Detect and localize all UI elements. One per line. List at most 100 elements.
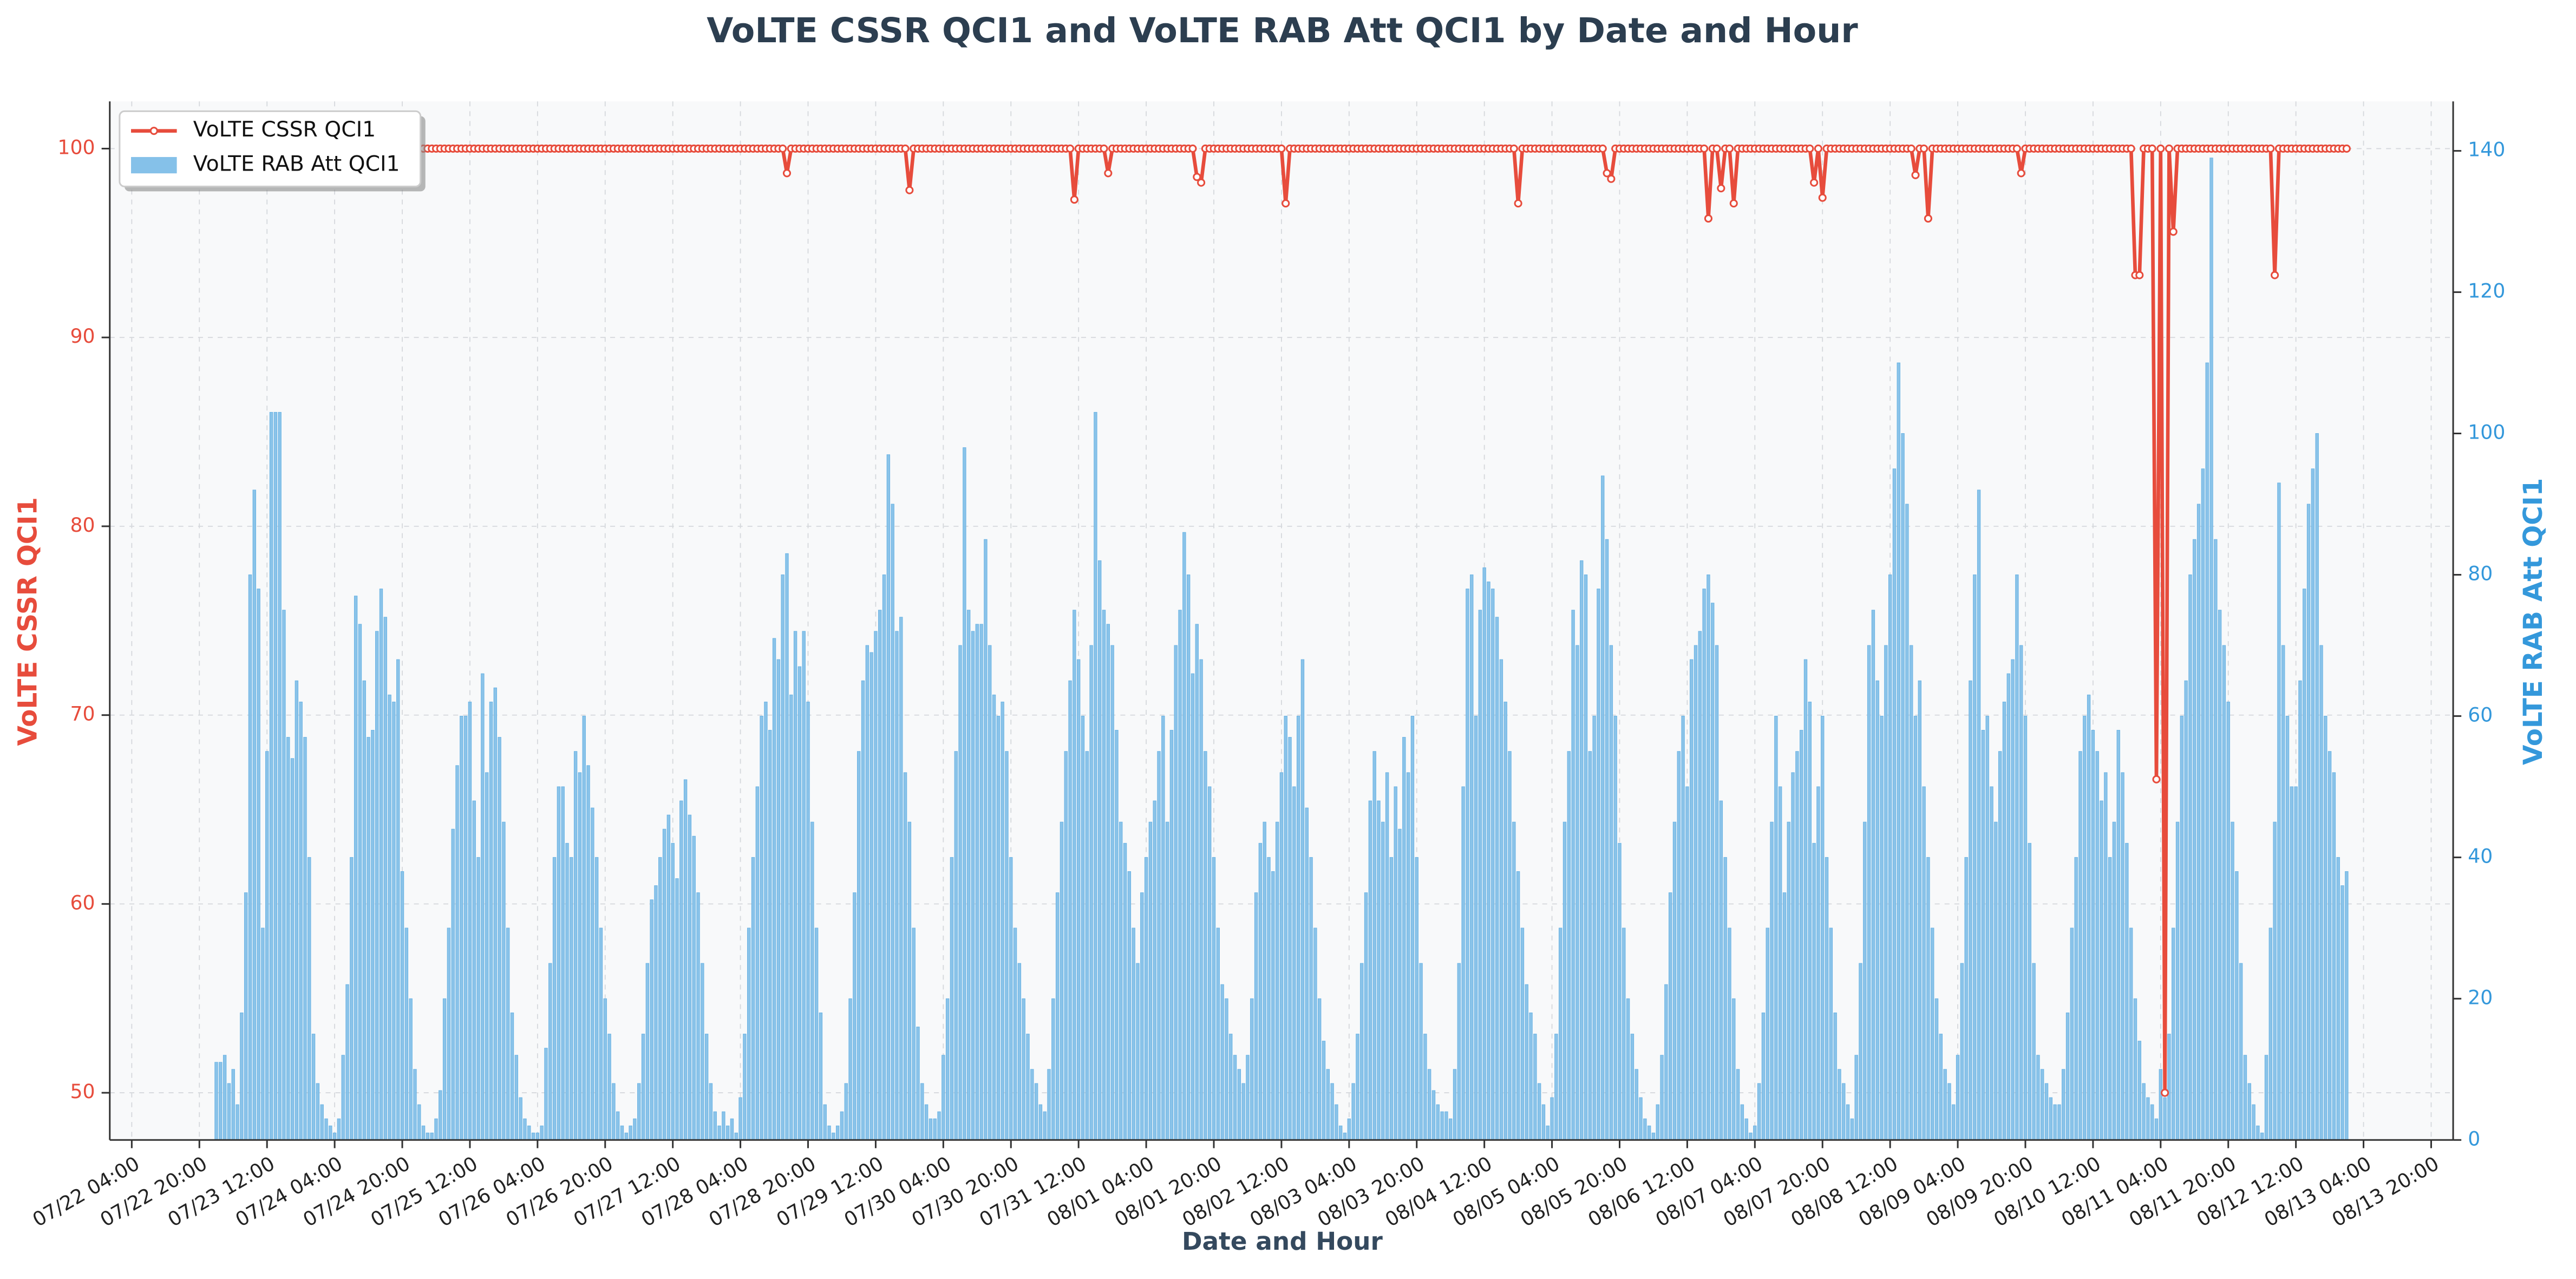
bar xyxy=(1136,963,1140,1140)
bar xyxy=(1449,1118,1453,1140)
bar xyxy=(899,617,903,1140)
bar xyxy=(709,1083,713,1140)
bar xyxy=(1275,821,1279,1140)
y2-tick-label: 40 xyxy=(2468,844,2493,867)
bar xyxy=(231,1069,235,1140)
bar xyxy=(2327,751,2332,1140)
bar xyxy=(2256,1125,2260,1140)
bar xyxy=(527,1125,531,1140)
bar xyxy=(916,1027,920,1140)
bar xyxy=(1271,871,1275,1140)
bar xyxy=(1009,857,1013,1140)
bar xyxy=(367,737,370,1140)
bar xyxy=(848,998,852,1140)
bar xyxy=(1060,821,1064,1140)
legend-marker xyxy=(149,127,158,135)
bar xyxy=(1220,984,1224,1140)
bar xyxy=(1360,963,1364,1140)
bar xyxy=(1630,1034,1634,1140)
bar xyxy=(1922,786,1926,1140)
bar xyxy=(730,1118,734,1140)
bar xyxy=(1140,892,1144,1140)
bar xyxy=(1956,1055,1960,1140)
bar xyxy=(1749,1132,1753,1140)
bar xyxy=(1634,1069,1638,1140)
bar xyxy=(2028,843,2031,1140)
bar xyxy=(451,828,455,1140)
bar xyxy=(861,680,865,1140)
bar xyxy=(362,680,366,1140)
bar xyxy=(434,1118,438,1140)
bar xyxy=(1934,998,1939,1140)
bar xyxy=(1516,871,1520,1140)
bar xyxy=(2172,928,2175,1140)
line-marker xyxy=(1509,144,1518,153)
bar xyxy=(324,1118,328,1140)
line-marker xyxy=(2017,169,2025,178)
bar xyxy=(1013,928,1017,1140)
y-tick-label: 60 xyxy=(70,891,95,914)
bar xyxy=(2201,468,2205,1140)
bar xyxy=(350,857,354,1140)
bar xyxy=(1740,1104,1744,1140)
bar xyxy=(1001,701,1004,1140)
y2-tick-label: 100 xyxy=(2468,421,2505,444)
bar xyxy=(1537,1083,1541,1140)
bar xyxy=(1115,730,1119,1140)
bar xyxy=(468,701,472,1140)
bar xyxy=(666,814,671,1140)
bar xyxy=(869,652,873,1140)
bar xyxy=(1402,737,1406,1140)
bar xyxy=(1470,575,1474,1140)
bar xyxy=(607,1034,611,1140)
bar xyxy=(979,624,983,1140)
bar xyxy=(1715,645,1719,1140)
bar xyxy=(1609,645,1613,1140)
bar xyxy=(1778,786,1782,1140)
bar xyxy=(2336,857,2340,1140)
bar xyxy=(388,694,391,1140)
bar xyxy=(1110,645,1114,1140)
bar xyxy=(1985,715,1989,1140)
bar xyxy=(519,1097,522,1140)
bar xyxy=(1643,1118,1647,1140)
bar xyxy=(1292,786,1296,1140)
bar xyxy=(1195,624,1199,1140)
bar xyxy=(975,624,979,1140)
bar xyxy=(2108,857,2112,1140)
bar xyxy=(2311,468,2315,1140)
bar xyxy=(882,575,886,1140)
bar xyxy=(2146,1097,2150,1140)
bar xyxy=(447,928,451,1140)
bar xyxy=(1613,715,1617,1140)
bar xyxy=(236,1104,239,1140)
bar xyxy=(2083,715,2087,1140)
y2-tick-label: 0 xyxy=(2468,1127,2480,1150)
bar xyxy=(1732,998,1736,1140)
bar xyxy=(2015,575,2019,1140)
bar xyxy=(835,1125,840,1140)
bar xyxy=(1153,800,1156,1140)
bar xyxy=(1559,928,1562,1140)
bar xyxy=(1169,730,1174,1140)
bar xyxy=(1440,1111,1444,1140)
bar xyxy=(396,659,400,1140)
line-marker xyxy=(2271,271,2279,279)
bar xyxy=(2184,680,2188,1140)
bar xyxy=(675,878,679,1140)
bar xyxy=(244,892,248,1140)
bar xyxy=(679,800,683,1140)
bar xyxy=(645,963,650,1140)
bar xyxy=(2049,1097,2053,1140)
bar xyxy=(1584,575,1588,1140)
bar xyxy=(1132,928,1135,1140)
bar xyxy=(430,1132,434,1140)
bar xyxy=(933,1118,937,1140)
bar xyxy=(311,1034,316,1140)
bar xyxy=(1918,680,1921,1140)
bar xyxy=(498,737,501,1140)
bar xyxy=(1639,1097,1643,1140)
bar xyxy=(591,807,594,1140)
bar xyxy=(1875,680,1879,1140)
bar xyxy=(971,631,975,1140)
